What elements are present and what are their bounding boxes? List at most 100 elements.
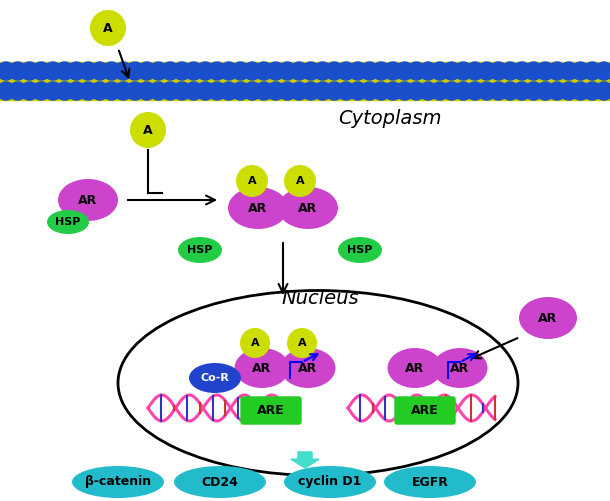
Circle shape: [130, 112, 166, 148]
Circle shape: [243, 62, 261, 80]
Circle shape: [560, 62, 578, 80]
Circle shape: [489, 62, 508, 80]
Circle shape: [161, 62, 179, 80]
Circle shape: [208, 62, 226, 80]
Circle shape: [278, 62, 296, 80]
Circle shape: [407, 62, 425, 80]
Circle shape: [267, 82, 285, 100]
Circle shape: [302, 62, 320, 80]
Circle shape: [114, 62, 132, 80]
Circle shape: [9, 62, 27, 80]
Ellipse shape: [189, 363, 241, 393]
Circle shape: [44, 62, 62, 80]
Ellipse shape: [178, 237, 222, 263]
Circle shape: [372, 82, 390, 100]
Text: AR: AR: [406, 362, 425, 375]
Circle shape: [560, 82, 578, 100]
Ellipse shape: [338, 237, 382, 263]
Circle shape: [349, 82, 367, 100]
Circle shape: [9, 82, 27, 100]
Circle shape: [196, 62, 214, 80]
Circle shape: [67, 82, 85, 100]
Ellipse shape: [228, 187, 288, 229]
Circle shape: [220, 62, 238, 80]
Ellipse shape: [519, 297, 577, 339]
Circle shape: [138, 62, 156, 80]
Text: AR: AR: [78, 193, 98, 206]
Circle shape: [396, 62, 414, 80]
Circle shape: [102, 82, 121, 100]
Text: ARE: ARE: [257, 403, 285, 416]
Circle shape: [536, 82, 554, 100]
Circle shape: [0, 82, 15, 100]
Circle shape: [126, 62, 144, 80]
Circle shape: [232, 82, 249, 100]
Circle shape: [32, 82, 50, 100]
Circle shape: [454, 82, 472, 100]
Circle shape: [419, 62, 437, 80]
Circle shape: [79, 82, 97, 100]
Circle shape: [513, 62, 531, 80]
Ellipse shape: [58, 179, 118, 221]
Text: CD24: CD24: [201, 475, 239, 488]
Circle shape: [466, 62, 484, 80]
Circle shape: [325, 82, 343, 100]
Circle shape: [44, 82, 62, 100]
Circle shape: [56, 82, 74, 100]
Circle shape: [302, 82, 320, 100]
Circle shape: [536, 62, 554, 80]
Circle shape: [525, 62, 543, 80]
Circle shape: [443, 62, 461, 80]
Circle shape: [185, 82, 203, 100]
Circle shape: [149, 62, 167, 80]
Polygon shape: [291, 452, 319, 468]
Circle shape: [21, 82, 38, 100]
Ellipse shape: [284, 466, 376, 498]
Circle shape: [255, 62, 273, 80]
Circle shape: [583, 62, 601, 80]
Circle shape: [572, 62, 589, 80]
Text: cyclin D1: cyclin D1: [298, 475, 362, 488]
Text: HSP: HSP: [187, 245, 213, 255]
Circle shape: [149, 82, 167, 100]
Circle shape: [284, 165, 316, 197]
Circle shape: [91, 62, 109, 80]
Circle shape: [114, 82, 132, 100]
Ellipse shape: [281, 348, 336, 388]
Text: AR: AR: [450, 362, 470, 375]
Circle shape: [21, 62, 38, 80]
Circle shape: [595, 62, 610, 80]
Circle shape: [361, 82, 378, 100]
Text: β-catenin: β-catenin: [85, 475, 151, 488]
Circle shape: [243, 82, 261, 100]
Ellipse shape: [387, 348, 442, 388]
Ellipse shape: [47, 210, 89, 234]
Circle shape: [102, 62, 121, 80]
Circle shape: [185, 62, 203, 80]
Bar: [0, 62, 610, 100]
Circle shape: [372, 62, 390, 80]
Circle shape: [32, 62, 50, 80]
Text: EGFR: EGFR: [412, 475, 448, 488]
Circle shape: [478, 62, 496, 80]
Circle shape: [361, 62, 378, 80]
Circle shape: [314, 82, 332, 100]
Ellipse shape: [278, 187, 338, 229]
Circle shape: [0, 62, 15, 80]
Circle shape: [196, 82, 214, 100]
Circle shape: [290, 62, 308, 80]
Circle shape: [287, 328, 317, 358]
Circle shape: [290, 82, 308, 100]
Ellipse shape: [72, 466, 164, 498]
Text: A: A: [103, 22, 113, 35]
FancyBboxPatch shape: [241, 397, 301, 424]
Text: HSP: HSP: [56, 217, 81, 227]
Circle shape: [255, 82, 273, 100]
Circle shape: [79, 62, 97, 80]
Text: Nucleus: Nucleus: [281, 289, 359, 308]
Circle shape: [90, 10, 126, 46]
Circle shape: [431, 62, 449, 80]
Circle shape: [478, 82, 496, 100]
Circle shape: [173, 62, 191, 80]
Circle shape: [236, 165, 268, 197]
